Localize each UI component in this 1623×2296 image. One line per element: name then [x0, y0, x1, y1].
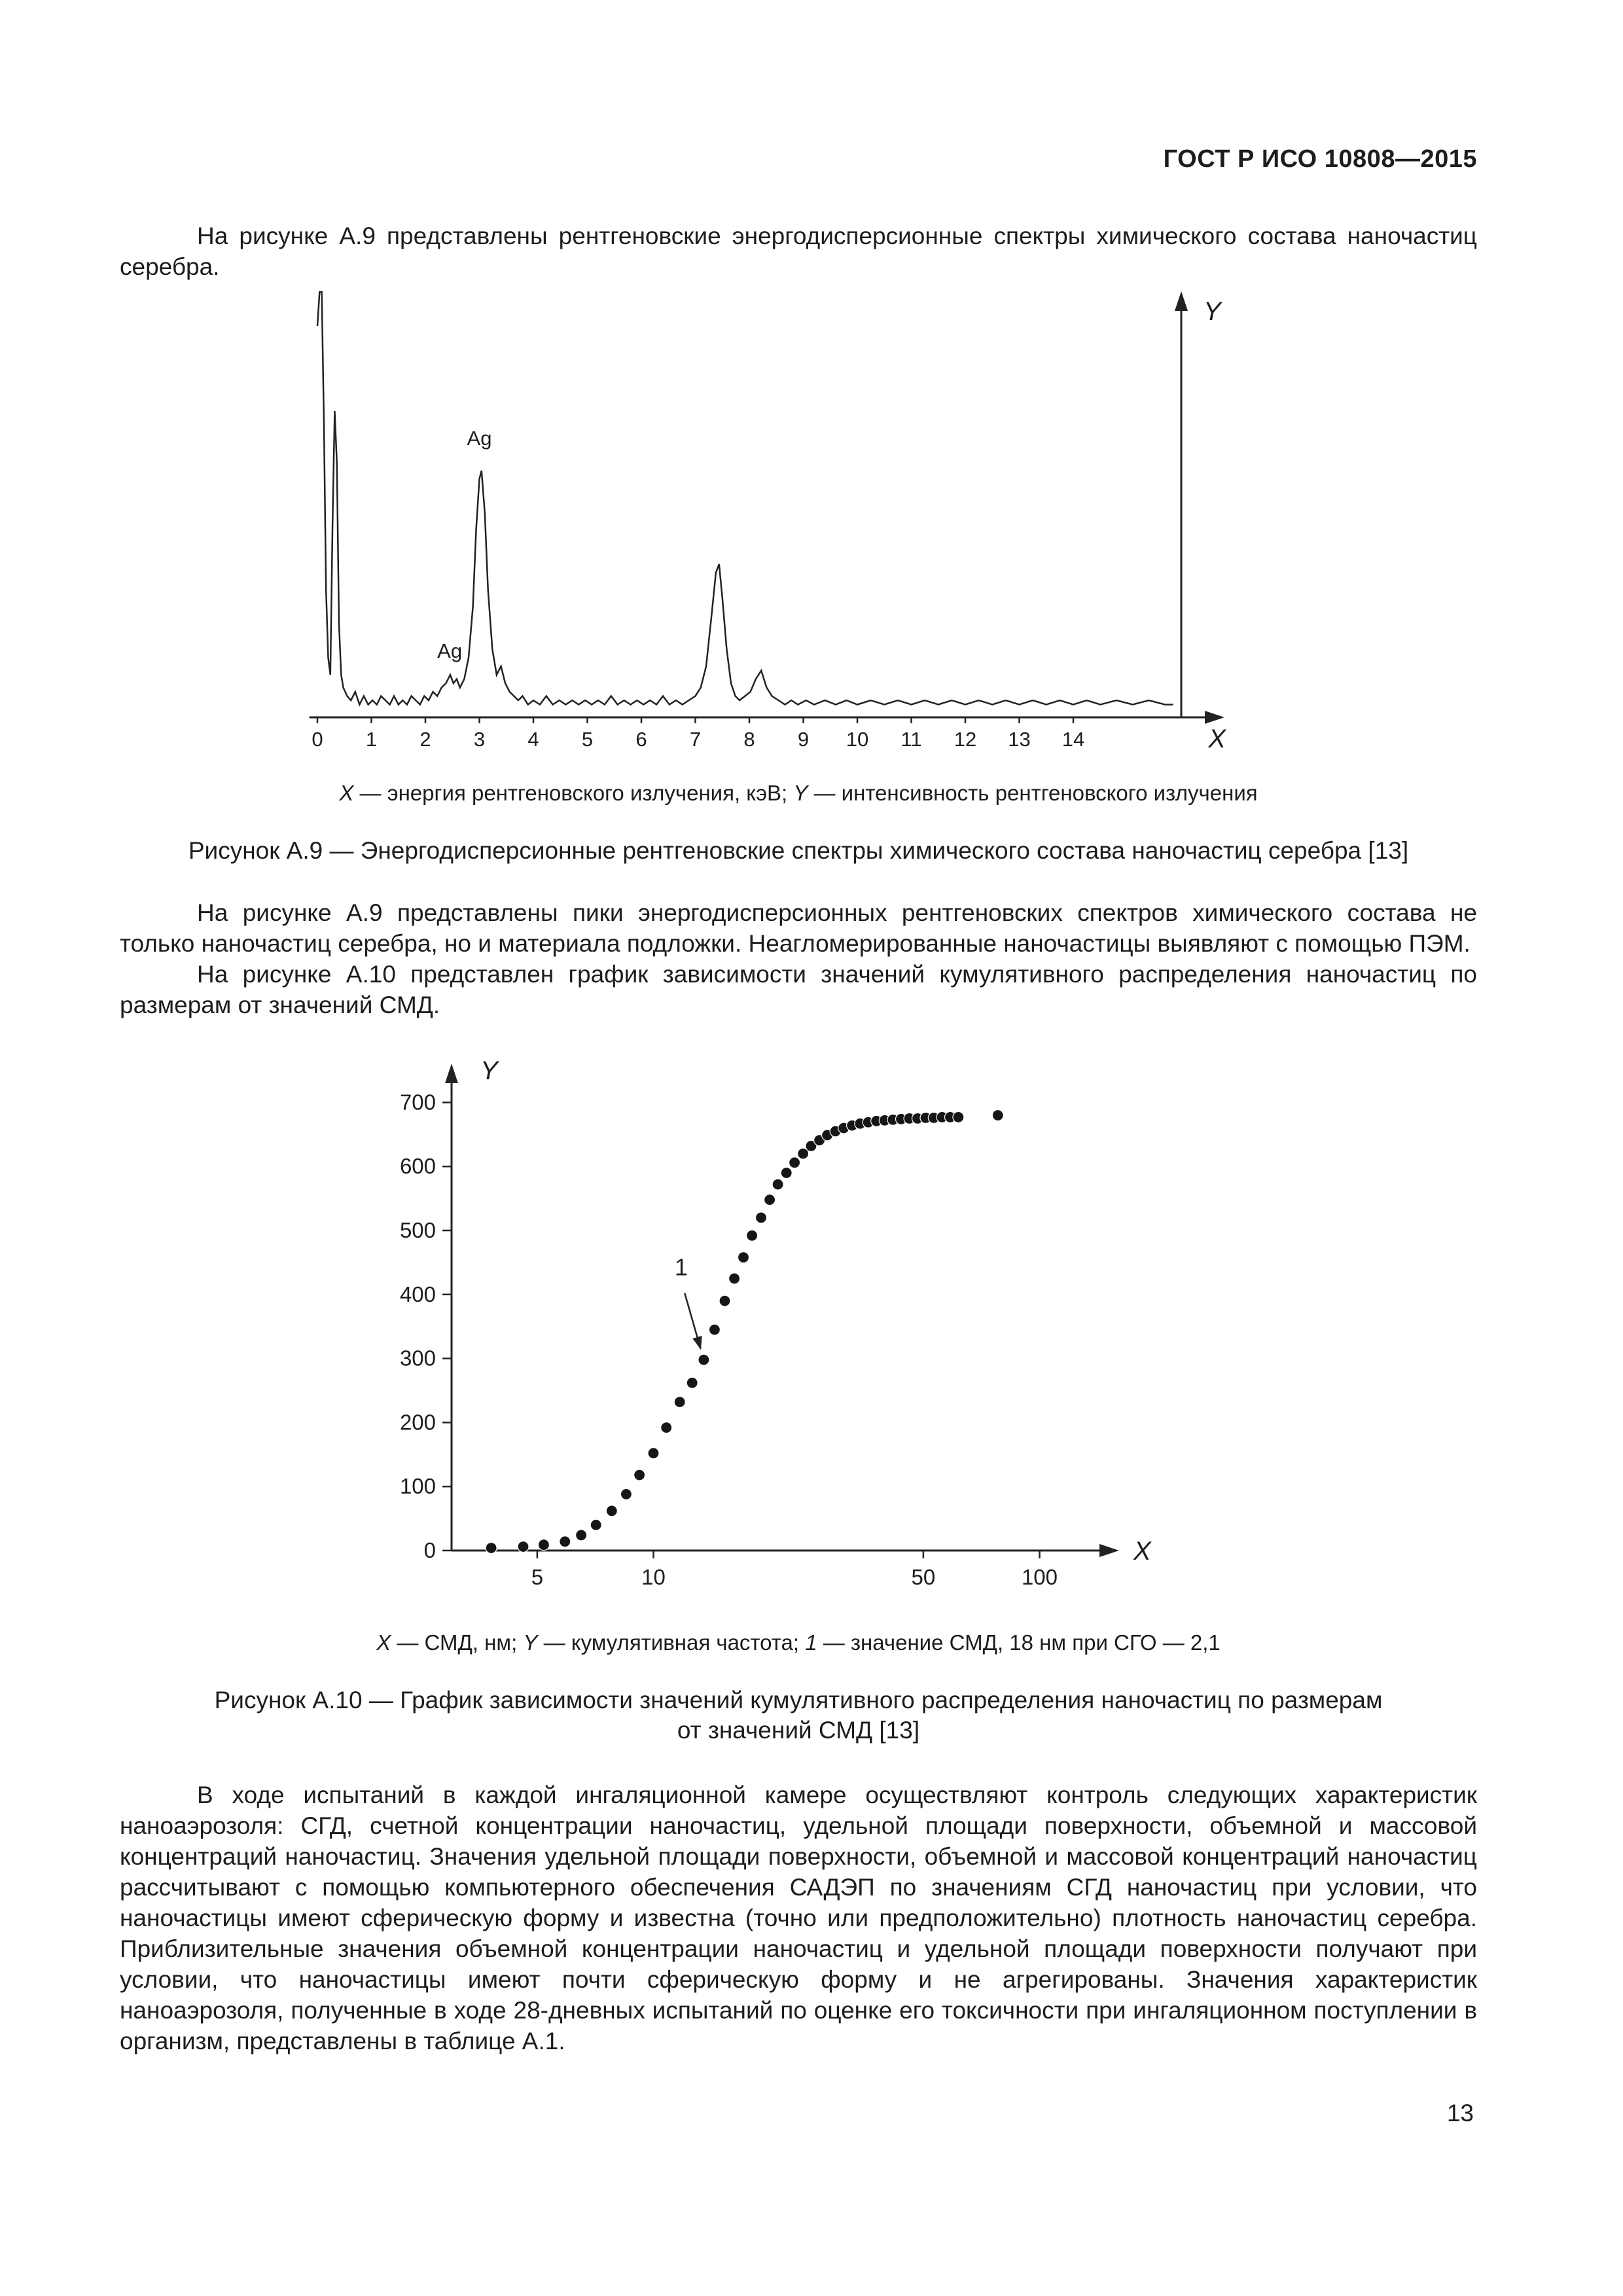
paragraph-intro-a9: На рисунке А.9 представлены рентгеновски…	[120, 223, 1477, 280]
scatter-x-ticks: 5 10 50 100	[531, 1551, 1058, 1589]
svg-text:3: 3	[474, 728, 485, 751]
doc-code: ГОСТ Р ИСО 10808—2015	[1163, 145, 1477, 173]
svg-text:2: 2	[419, 728, 431, 751]
annotation-1-label: 1	[675, 1253, 688, 1280]
figure-a10-axis-note: X — СМД, нм; Y — кумулятивная частота; 1…	[120, 1629, 1477, 1657]
y-axis-letter: Y	[480, 1056, 500, 1085]
peak-label: Ag	[467, 427, 492, 450]
x-axis-note-text: — СМД, нм;	[391, 1630, 524, 1655]
y-axis-symbol: Y	[523, 1630, 538, 1655]
figure-a9-caption: Рисунок А.9 — Энергодисперсионные рентге…	[188, 837, 1409, 864]
svg-text:5: 5	[582, 728, 593, 751]
x-axis-letter: X	[1207, 725, 1226, 753]
x-axis-symbol: X	[339, 781, 354, 805]
y-axis-note-text: — кумулятивная частота;	[537, 1630, 806, 1655]
svg-text:12: 12	[954, 728, 976, 751]
scatter-y-ticks: 0 100 200 300 400 500 600 700	[400, 1090, 452, 1562]
spectrum-x-ticks: 0 1 2 3 4 5 6 7 8 9 10 11 12 13 14	[312, 717, 1084, 751]
svg-text:0: 0	[312, 728, 323, 751]
svg-text:8: 8	[743, 728, 755, 751]
figure-a10-caption-line1: Рисунок А.10 — График зависимости значен…	[214, 1687, 1383, 1713]
figure-a10: 0 100 200 300 400 500 600 700 5 10 50 100 X Y 1 X — СМ…	[120, 1040, 1477, 1746]
svg-text:50: 50	[912, 1565, 936, 1589]
svg-text:6: 6	[635, 728, 647, 751]
svg-text:13: 13	[1008, 728, 1030, 751]
svg-text:0: 0	[424, 1538, 436, 1562]
peak-label: Ag	[437, 639, 462, 662]
spectrum-axes	[309, 291, 1224, 724]
figure-a10-caption: Рисунок А.10 — График зависимости значен…	[120, 1685, 1477, 1746]
paragraph-test-conditions: В ходе испытаний в каждой ингаляционной …	[120, 1782, 1477, 2054]
svg-text:5: 5	[531, 1565, 543, 1589]
svg-text:600: 600	[400, 1154, 436, 1178]
scatter-axes	[445, 1064, 1119, 1557]
annotation-1-arrow	[684, 1293, 702, 1350]
svg-text:11: 11	[901, 728, 921, 751]
x-axis-note-text: — энергия рентгеновского излучения, кэВ;	[353, 781, 794, 805]
figure-a9: 0 1 2 3 4 5 6 7 8 9 10 11 12 13 14 X Y Ag Ag X — энергия р…	[120, 282, 1477, 866]
svg-text:700: 700	[400, 1090, 436, 1114]
y-axis-note-text: — интенсивность рентгеновского излучения	[808, 781, 1258, 805]
y-axis-symbol: Y	[793, 781, 808, 805]
svg-text:400: 400	[400, 1282, 436, 1306]
x-axis-symbol: X	[376, 1630, 391, 1655]
paragraph-a10-intro: На рисунке А.10 представлен график завис…	[120, 961, 1477, 1018]
svg-text:14: 14	[1062, 728, 1084, 751]
paragraph-a9-discussion: На рисунке А.9 представлены пики энергод…	[120, 899, 1477, 957]
svg-text:4: 4	[527, 728, 539, 751]
scatter-chart: 0 100 200 300 400 500 600 700 5 10 50 100 X Y 1	[400, 1056, 1152, 1589]
svg-text:10: 10	[846, 728, 868, 751]
svg-text:200: 200	[400, 1410, 436, 1434]
annotation-1-symbol: 1	[805, 1630, 817, 1655]
svg-text:10: 10	[641, 1565, 666, 1589]
svg-text:7: 7	[690, 728, 701, 751]
svg-text:9: 9	[798, 728, 809, 751]
svg-text:100: 100	[400, 1474, 436, 1498]
page-content: ГОСТ Р ИСО 10808—2015 На рисунке А.9 пре…	[120, 0, 1477, 2056]
figure-a10-caption-line2: от значений СМД [13]	[677, 1717, 920, 1744]
spectrum-line	[316, 291, 1173, 707]
annotation-1-note-text: — значение СМД, 18 нм при СГО — 2,1	[817, 1630, 1221, 1655]
page-number: 13	[1446, 2100, 1474, 2126]
scatter-points	[485, 1109, 1004, 1554]
x-axis-letter: X	[1133, 1537, 1152, 1566]
svg-text:500: 500	[400, 1218, 436, 1242]
svg-text:1: 1	[366, 728, 377, 751]
svg-text:100: 100	[1022, 1565, 1058, 1589]
figure-a9-axis-note: X — энергия рентгеновского излучения, кэ…	[120, 780, 1477, 807]
svg-text:300: 300	[400, 1346, 436, 1371]
y-axis-letter: Y	[1204, 297, 1223, 326]
